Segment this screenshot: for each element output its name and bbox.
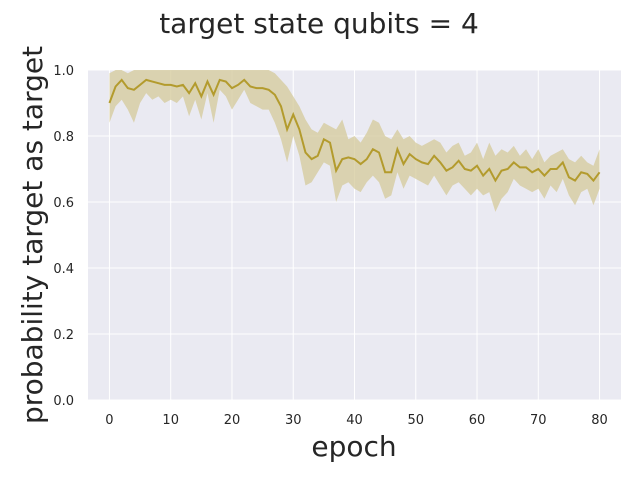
y-tick-label: 1.0 bbox=[53, 64, 74, 79]
y-tick-labels: 0.0 0.2 0.4 0.6 0.8 1.0 bbox=[53, 64, 74, 409]
y-tick-label: 0.4 bbox=[53, 262, 74, 277]
y-tick-label: 0.8 bbox=[53, 130, 74, 145]
y-axis-label: probability target as target bbox=[16, 46, 49, 424]
confidence-band bbox=[109, 70, 600, 212]
x-tick-label: 60 bbox=[469, 413, 486, 428]
y-tick-label: 0.0 bbox=[53, 394, 74, 409]
x-axis-label: epoch bbox=[311, 430, 396, 463]
x-tick-label: 0 bbox=[105, 413, 113, 428]
x-tick-label: 10 bbox=[162, 413, 179, 428]
x-tick-label: 80 bbox=[591, 413, 608, 428]
x-tick-label: 30 bbox=[285, 413, 302, 428]
x-tick-label: 50 bbox=[407, 413, 424, 428]
y-tick-label: 0.2 bbox=[53, 328, 74, 343]
x-tick-label: 40 bbox=[346, 413, 363, 428]
x-tick-label: 20 bbox=[224, 413, 241, 428]
mean-line bbox=[108, 78, 601, 183]
y-tick-label: 0.6 bbox=[53, 196, 74, 211]
x-tick-labels: 0 10 20 30 40 50 60 70 80 bbox=[105, 413, 608, 428]
x-tick-label: 70 bbox=[530, 413, 547, 428]
chart-title: target state qubits = 4 bbox=[159, 7, 479, 40]
